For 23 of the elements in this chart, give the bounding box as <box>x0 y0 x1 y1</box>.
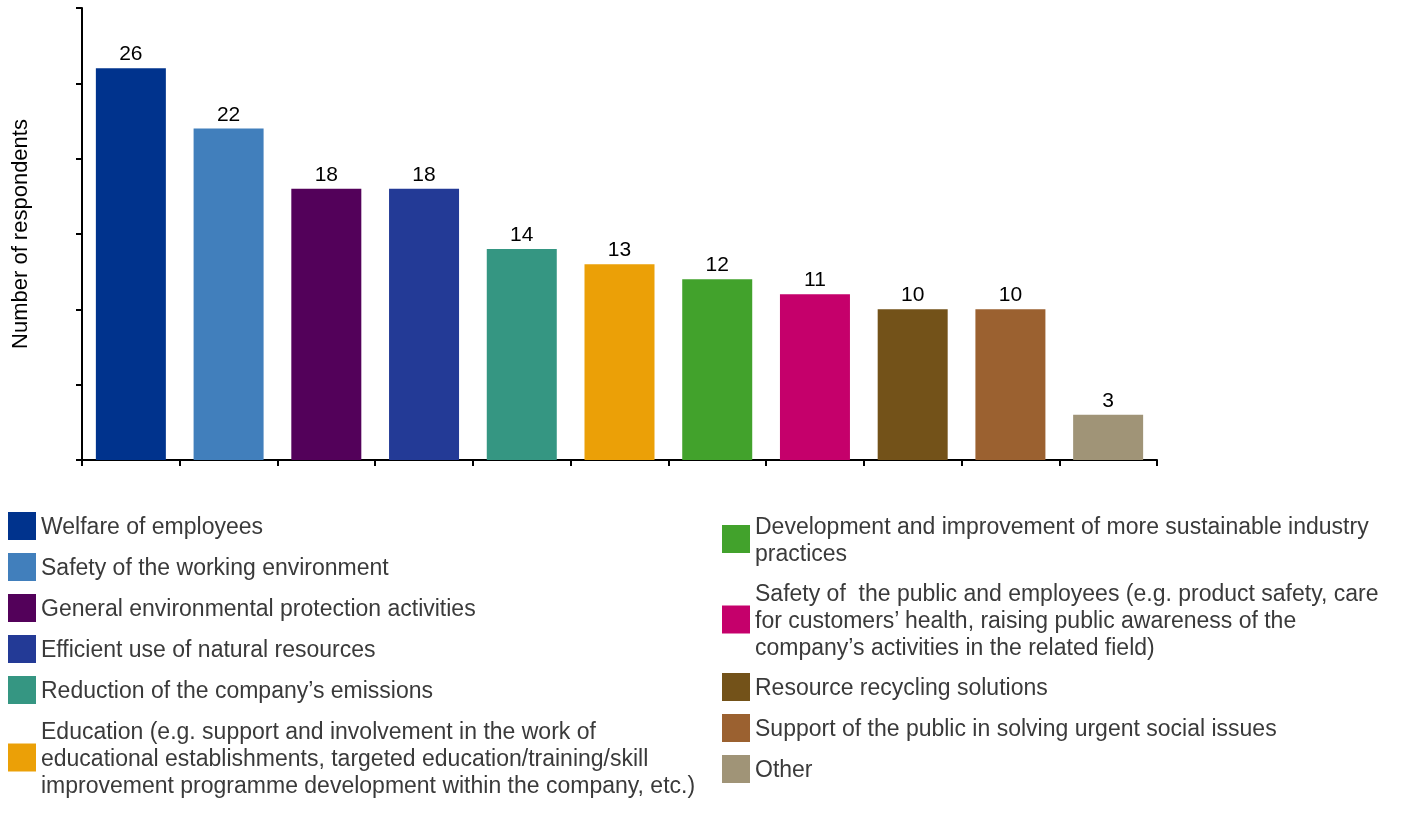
legend-label: Education (e.g. support and involvement in the work of educational establishments, targeted education/training/skill improvement programme development within the company, etc.) <box>41 717 696 798</box>
legend-label: Reduction of the company’s emissions <box>41 677 434 703</box>
y-axis-title: Number of respondents <box>6 119 32 349</box>
legend-label: Other <box>755 756 813 782</box>
data-label: 18 <box>412 161 436 185</box>
legend-label: Efficient use of natural resources <box>41 636 376 662</box>
data-label: 3 <box>1102 387 1114 411</box>
legend-label: Development and improvement of more sustainable industry practices <box>755 512 1370 566</box>
data-label: 13 <box>607 237 632 261</box>
data-label: 18 <box>314 161 338 185</box>
legend-label: Resource recycling solutions <box>755 674 1048 700</box>
data-label: 10 <box>998 282 1023 306</box>
legend-label: Safety of the working environment <box>41 554 390 580</box>
data-label: 10 <box>901 282 925 306</box>
legend-label: Welfare of employees <box>41 513 264 539</box>
data-label: 11 <box>804 267 826 291</box>
data-label: 12 <box>705 252 729 276</box>
data-label: 26 <box>119 41 143 65</box>
data-label: 14 <box>510 222 534 246</box>
legend-label: General environmental protection activities <box>41 595 476 621</box>
legend-label: Support of the public in solving urgent social issues <box>755 715 1277 741</box>
data-label: 22 <box>216 101 241 125</box>
legend-label: Safety of the public and employees (e.g. product safety, care for customers’ health, raising public awareness of the company’s activities in the related field) <box>755 579 1379 660</box>
